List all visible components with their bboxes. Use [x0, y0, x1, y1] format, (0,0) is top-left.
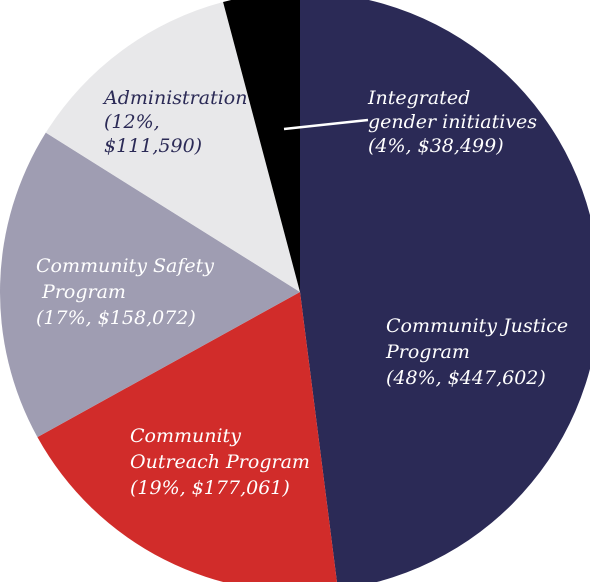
pie-slice-administration	[45, 2, 300, 293]
slice-label-line: Community Justice	[386, 315, 568, 337]
slice-label-line: (19%, $177,061)	[130, 477, 290, 499]
slice-label-integrated-gender-initiatives: Integrated gender initiatives (4%, $38,499…	[367, 87, 537, 157]
slice-label-line: gender initiatives	[368, 111, 537, 133]
slice-label-line: Program	[385, 341, 470, 363]
slice-label-line: Integrated	[367, 87, 470, 109]
slice-label-community-justice-program: Community Justice Program (48%, $447,602)	[385, 315, 568, 389]
slice-label-line: (48%, $447,602)	[386, 367, 546, 389]
pie-slice-integrated-gender-initiatives	[223, 0, 300, 292]
slice-labels: Community Justice Program (48%, $447,602)C…	[36, 87, 568, 499]
pie-slice-community-safety-program	[0, 132, 300, 438]
slice-label-community-safety-program: Community Safety Program (17%, $158,072)	[36, 255, 214, 329]
leader-line-integrated-gender-initiatives	[283, 118, 369, 131]
pie-slice-community-outreach-program	[37, 292, 337, 582]
slice-label-administration: Administration (12%, $111,590)	[102, 87, 247, 157]
slice-label-line: Program	[36, 281, 126, 303]
slice-label-line: Outreach Program	[130, 451, 310, 473]
slice-label-line: Community Safety	[36, 255, 214, 277]
slice-label-community-outreach-program: Community Outreach Program (19%, $177,061)	[130, 425, 310, 499]
slice-label-line: Community	[130, 425, 241, 447]
slice-label-line: Administration	[102, 87, 247, 109]
pie-slice-community-justice-program	[300, 0, 590, 582]
slice-label-line: (4%, $38,499)	[368, 135, 504, 157]
slice-label-line: (17%, $158,072)	[36, 307, 196, 329]
slice-label-line: $111,590)	[104, 135, 202, 157]
slice-label-line: (12%,	[104, 111, 160, 133]
